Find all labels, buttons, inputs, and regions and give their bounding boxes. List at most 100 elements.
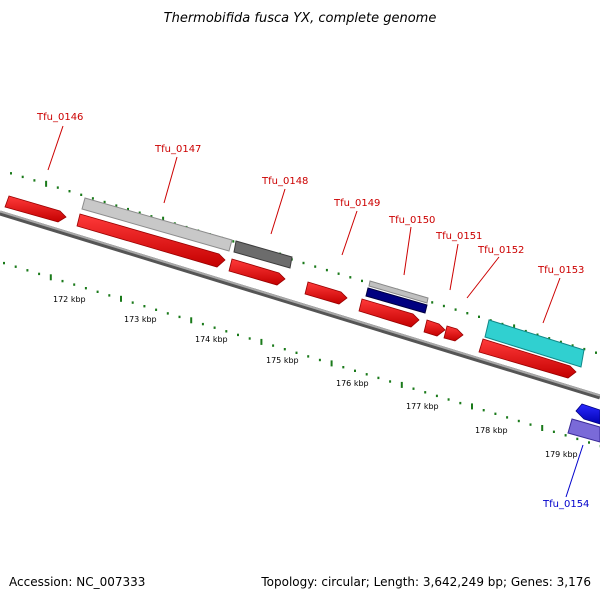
minor-tick: [466, 312, 469, 315]
minor-tick: [459, 401, 462, 405]
minor-tick: [435, 394, 438, 398]
major-tick: [541, 425, 544, 431]
genome-backbone: [0, 210, 600, 400]
minor-tick: [295, 351, 298, 354]
minor-tick: [559, 340, 562, 344]
minor-tick: [365, 373, 368, 376]
major-tick: [190, 317, 193, 324]
kbp-tick-labels: 172 kbp 173 kbp 174 kbp 175 kbp 176 kbp …: [53, 295, 578, 459]
major-tick: [513, 324, 516, 331]
gene-arrow-tfu-0153[interactable]: [478, 338, 577, 379]
gene-arrow-tfu-0151[interactable]: [423, 319, 446, 337]
gene-arrow-tfu-0149[interactable]: [304, 281, 348, 305]
gene-arrow-tfu-0150[interactable]: [358, 298, 420, 328]
minor-tick: [143, 305, 146, 308]
gene-label-tfu-0152[interactable]: Tfu_0152: [477, 245, 524, 256]
feature-bar-silver[interactable]: [368, 280, 429, 304]
feature-bar-cyan[interactable]: [484, 319, 585, 368]
feature-bar-light-gray[interactable]: [81, 197, 233, 252]
minor-tick: [96, 290, 99, 293]
gene-label-tfu-0149[interactable]: Tfu_0149: [333, 198, 380, 209]
major-tick: [49, 274, 52, 281]
gene-label-tfu-0151[interactable]: Tfu_0151: [435, 231, 482, 242]
tick-label-175: 175 kbp: [266, 356, 299, 365]
minor-tick: [389, 380, 392, 383]
minor-tick: [91, 197, 94, 200]
minor-tick: [213, 326, 216, 329]
minor-tick: [237, 333, 239, 337]
minor-tick: [482, 409, 485, 412]
gene-arrows: [4, 195, 600, 425]
minor-tick: [73, 283, 76, 286]
minor-tick: [150, 215, 153, 218]
minor-tick: [536, 333, 539, 336]
minor-tick: [478, 315, 480, 318]
minor-tick: [68, 190, 71, 193]
feature-bar-slate-blue[interactable]: [567, 418, 600, 443]
minor-tick: [337, 272, 340, 275]
minor-tick: [80, 193, 83, 196]
minor-tick: [318, 358, 321, 362]
minor-tick: [61, 279, 64, 283]
minor-tick: [361, 279, 363, 283]
minor-tick: [131, 301, 134, 304]
feature-bar-dark-gray[interactable]: [233, 240, 293, 269]
minor-tick: [232, 240, 235, 243]
minor-tick: [108, 294, 111, 297]
gene-label-tfu-0148[interactable]: Tfu_0148: [261, 176, 308, 187]
map-title: Thermobifida fusca YX, complete genome: [164, 11, 437, 26]
minor-tick: [103, 200, 106, 204]
gene-arrow-tfu-0146[interactable]: [4, 195, 67, 223]
minor-tick: [302, 261, 305, 265]
minor-tick: [431, 301, 434, 304]
gene-label-tfu-0153[interactable]: Tfu_0153: [537, 265, 584, 276]
minor-tick: [349, 276, 352, 279]
minor-tick: [454, 308, 457, 311]
minor-tick: [576, 437, 579, 441]
feature-bars: [81, 197, 600, 443]
minor-tick: [595, 351, 597, 354]
minor-tick: [14, 265, 17, 268]
tick-label-173: 173 kbp: [124, 315, 157, 324]
minor-tick: [529, 423, 532, 426]
tick-label-172: 172 kbp: [53, 295, 86, 304]
gene-arrow-tfu-0152[interactable]: [443, 325, 464, 342]
minor-tick: [178, 315, 181, 319]
gene-arrow-tfu-0147[interactable]: [76, 213, 226, 268]
minor-tick: [307, 355, 310, 358]
minor-tick: [564, 434, 567, 437]
minor-tick: [548, 337, 551, 340]
minor-tick: [447, 398, 450, 401]
gene-label-tfu-0150[interactable]: Tfu_0150: [388, 215, 435, 226]
minor-tick: [38, 272, 41, 276]
accession-text: Accession: NC_007333: [9, 575, 145, 589]
tick-label-179: 179 kbp: [545, 450, 578, 459]
feature-bar-navy[interactable]: [365, 287, 428, 314]
gene-arrow-tfu-0148[interactable]: [228, 258, 286, 286]
gene-label-tfu-0147[interactable]: Tfu_0147: [154, 144, 201, 155]
minor-tick: [127, 207, 129, 211]
minor-tick: [442, 304, 445, 308]
major-tick: [400, 381, 403, 388]
minor-tick: [583, 347, 586, 351]
gene-label-tfu-0146[interactable]: Tfu_0146: [36, 112, 83, 123]
major-tick: [162, 216, 165, 223]
minor-tick: [424, 391, 427, 394]
minor-tick: [3, 261, 5, 265]
major-tick: [120, 295, 122, 302]
gene-label-tfu-0154[interactable]: Tfu_0154: [542, 499, 589, 510]
minor-tick: [272, 344, 275, 347]
minor-tick: [283, 348, 286, 351]
genome-summary-text: Topology: circular; Length: 3,642,249 bp…: [260, 575, 591, 589]
minor-tick: [155, 308, 158, 311]
gene-labels: Tfu_0146 Tfu_0147 Tfu_0148 Tfu_0149 Tfu_…: [36, 112, 589, 510]
minor-tick: [10, 172, 12, 175]
minor-tick: [342, 366, 345, 369]
gene-arrow-tfu-0154[interactable]: [575, 403, 600, 425]
tick-label-174: 174 kbp: [195, 335, 228, 344]
minor-tick: [325, 268, 328, 272]
minor-tick: [248, 337, 251, 340]
major-tick: [471, 403, 473, 410]
minor-tick: [506, 416, 509, 419]
minor-tick: [377, 376, 380, 380]
